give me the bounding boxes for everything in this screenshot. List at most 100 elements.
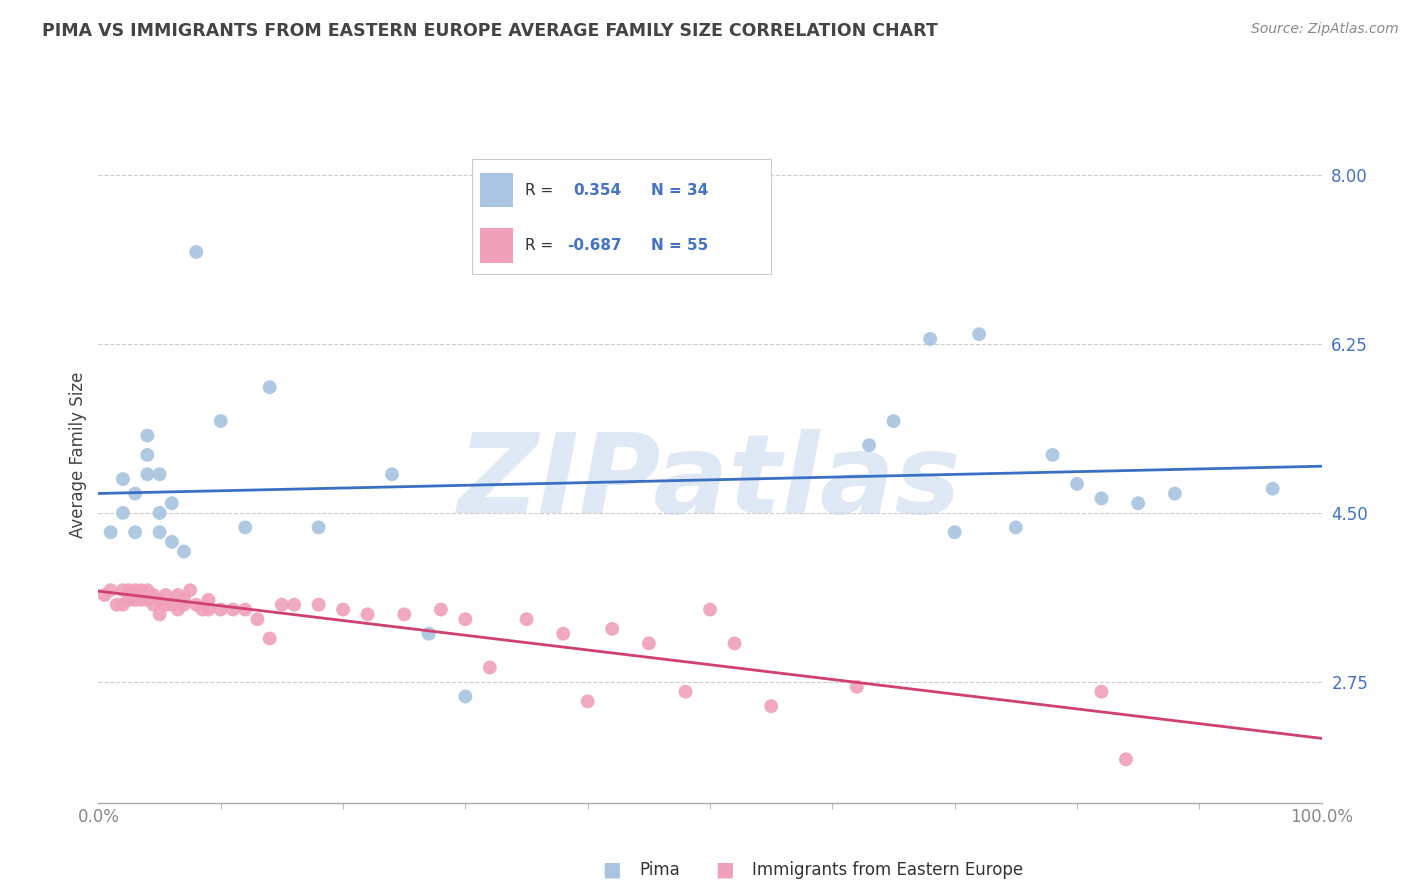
Point xyxy=(111,583,134,598)
Point xyxy=(179,583,201,598)
Point xyxy=(283,598,305,612)
Point xyxy=(209,414,232,428)
Point xyxy=(167,588,190,602)
Point xyxy=(381,467,404,482)
Text: ▪: ▪ xyxy=(714,855,734,884)
Point xyxy=(222,602,245,616)
Point xyxy=(136,467,159,482)
Point xyxy=(1004,520,1026,534)
Point xyxy=(124,525,146,540)
Text: R =: R = xyxy=(526,183,554,198)
Point xyxy=(259,380,281,394)
Text: ▪: ▪ xyxy=(602,855,621,884)
Point xyxy=(1066,476,1088,491)
Point xyxy=(1115,752,1137,766)
Point xyxy=(454,612,477,626)
Text: N = 34: N = 34 xyxy=(651,183,709,198)
Point xyxy=(356,607,378,622)
Point xyxy=(308,598,330,612)
FancyBboxPatch shape xyxy=(481,173,513,208)
Point xyxy=(100,583,122,598)
Point xyxy=(246,612,269,626)
Point xyxy=(186,244,208,259)
Text: PIMA VS IMMIGRANTS FROM EASTERN EUROPE AVERAGE FAMILY SIZE CORRELATION CHART: PIMA VS IMMIGRANTS FROM EASTERN EUROPE A… xyxy=(42,22,938,40)
Point xyxy=(149,607,172,622)
Point xyxy=(111,472,134,486)
FancyBboxPatch shape xyxy=(481,228,513,262)
Text: ZIPatlas: ZIPatlas xyxy=(458,429,962,536)
Point xyxy=(920,332,942,346)
Point xyxy=(155,598,177,612)
Point xyxy=(967,327,990,342)
Point xyxy=(124,592,146,607)
Point xyxy=(392,607,416,622)
Text: -0.687: -0.687 xyxy=(568,238,621,252)
Point xyxy=(576,694,599,708)
Point xyxy=(173,598,195,612)
Point xyxy=(553,626,575,640)
Point xyxy=(233,520,256,534)
Point xyxy=(943,525,966,540)
Point xyxy=(883,414,905,428)
Point xyxy=(167,602,190,616)
Point xyxy=(270,598,294,612)
Point xyxy=(142,598,165,612)
Point xyxy=(845,680,868,694)
Point xyxy=(173,544,195,558)
Point xyxy=(454,690,477,704)
Point xyxy=(233,602,256,616)
Point xyxy=(600,622,623,636)
Point xyxy=(93,588,115,602)
Point xyxy=(173,592,195,607)
Point xyxy=(515,612,537,626)
Point xyxy=(1128,496,1150,510)
Point xyxy=(124,486,146,500)
Text: Pima: Pima xyxy=(640,861,681,879)
Point xyxy=(136,583,159,598)
Point xyxy=(186,598,208,612)
Point xyxy=(149,525,172,540)
Text: Source: ZipAtlas.com: Source: ZipAtlas.com xyxy=(1251,22,1399,37)
Point xyxy=(149,592,172,607)
Point xyxy=(142,588,165,602)
Text: Immigrants from Eastern Europe: Immigrants from Eastern Europe xyxy=(752,861,1024,879)
Point xyxy=(430,602,453,616)
Point xyxy=(111,506,134,520)
Point xyxy=(136,592,159,607)
Point xyxy=(149,506,172,520)
Point xyxy=(1261,482,1284,496)
Point xyxy=(129,592,152,607)
Point xyxy=(191,602,214,616)
Point xyxy=(160,534,183,549)
Point xyxy=(332,602,354,616)
Point xyxy=(149,467,172,482)
Point xyxy=(675,684,697,698)
Point xyxy=(308,520,330,534)
Text: R =: R = xyxy=(526,238,554,252)
Point xyxy=(761,699,783,714)
Point xyxy=(129,583,152,598)
Point xyxy=(858,438,880,452)
Text: N = 55: N = 55 xyxy=(651,238,709,252)
Point xyxy=(259,632,281,646)
Point xyxy=(638,636,661,650)
Point xyxy=(1090,491,1112,506)
Y-axis label: Average Family Size: Average Family Size xyxy=(69,372,87,538)
Point xyxy=(723,636,745,650)
Point xyxy=(136,448,159,462)
Point xyxy=(197,592,219,607)
Point xyxy=(478,660,501,674)
Text: 0.354: 0.354 xyxy=(574,183,621,198)
Point xyxy=(1042,448,1064,462)
Point xyxy=(111,598,134,612)
Point xyxy=(136,428,159,442)
Point xyxy=(155,588,177,602)
Point xyxy=(118,583,141,598)
Point xyxy=(1164,486,1187,500)
Point xyxy=(118,592,141,607)
Point xyxy=(699,602,721,616)
Point xyxy=(197,602,219,616)
Point xyxy=(209,602,232,616)
Point xyxy=(160,496,183,510)
Point xyxy=(124,583,146,598)
